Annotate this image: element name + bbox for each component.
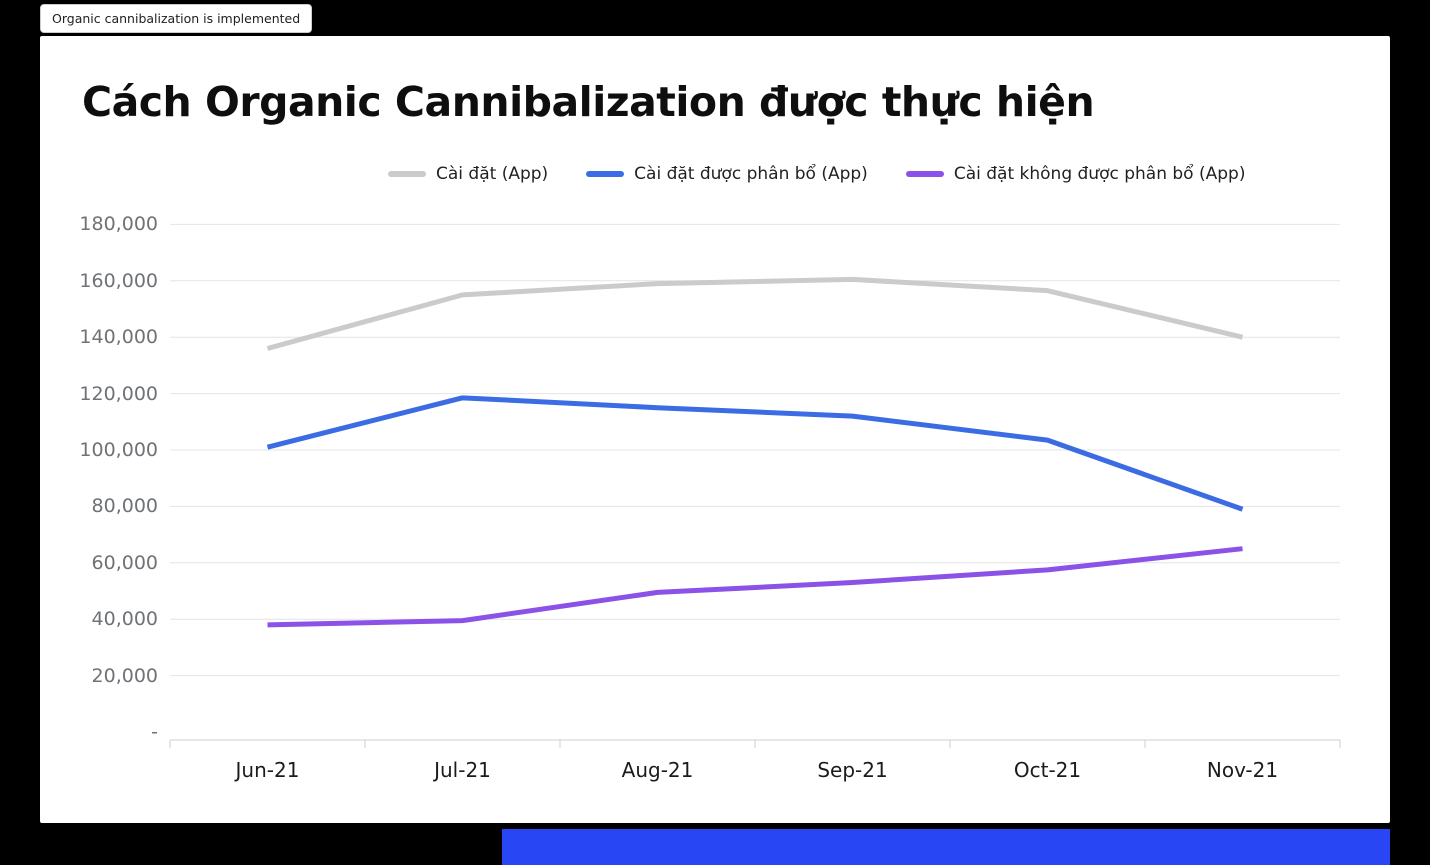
chart-canvas [169, 223, 1341, 748]
annotation-chip-text: Organic cannibalization is implemented [52, 11, 301, 26]
y-axis-label: - [151, 721, 158, 743]
series-line-0[interactable] [266, 276, 1244, 351]
legend-item-1[interactable]: Cài đặt được phân bổ (App) [586, 164, 868, 184]
legend-label: Cài đặt (App) [436, 164, 549, 184]
x-axis-label: Sep-21 [817, 758, 888, 782]
chart-card: Cách Organic Cannibalization được thực h… [40, 36, 1390, 823]
x-axis-label: Aug-21 [621, 758, 694, 782]
y-axis-label: 120,000 [79, 382, 158, 405]
legend-item-2[interactable]: Cài đặt không được phân bổ (App) [905, 164, 1246, 184]
series-line-1[interactable] [266, 395, 1244, 512]
y-axis-label: 180,000 [79, 213, 158, 236]
x-axis-label: Nov-21 [1206, 758, 1279, 782]
legend-swatch-icon [388, 171, 426, 177]
series-line-2[interactable] [267, 546, 1243, 628]
y-axis-label: 100,000 [79, 439, 158, 461]
y-axis-label: 40,000 [91, 608, 158, 631]
bottom-accent-bar [502, 829, 1390, 865]
y-axis-label: 140,000 [79, 326, 158, 349]
y-axis-label: 160,000 [79, 269, 158, 292]
x-axis-label: Jul-21 [434, 758, 491, 782]
legend-swatch-icon [905, 171, 944, 177]
x-axis-label: Oct-21 [1013, 758, 1082, 782]
y-axis-label: 80,000 [91, 495, 158, 518]
chart-title: Cách Organic Cannibalization được thực h… [82, 78, 1095, 126]
x-axis-label: Jun-21 [235, 758, 300, 782]
legend-item-0[interactable]: Cài đặt (App) [388, 164, 548, 184]
legend-swatch-icon [586, 171, 625, 177]
chart-legend: Cài đặt (App) Cài đặt được phân bổ (App) C… [388, 164, 1245, 184]
y-axis-label: 60,000 [91, 551, 158, 574]
y-axis-label: 20,000 [91, 664, 158, 687]
legend-label: Cài đặt được phân bổ (App) [634, 164, 868, 184]
annotation-chip: Organic cannibalization is implemented [40, 4, 313, 33]
legend-label: Cài đặt không được phân bổ (App) [953, 164, 1246, 184]
